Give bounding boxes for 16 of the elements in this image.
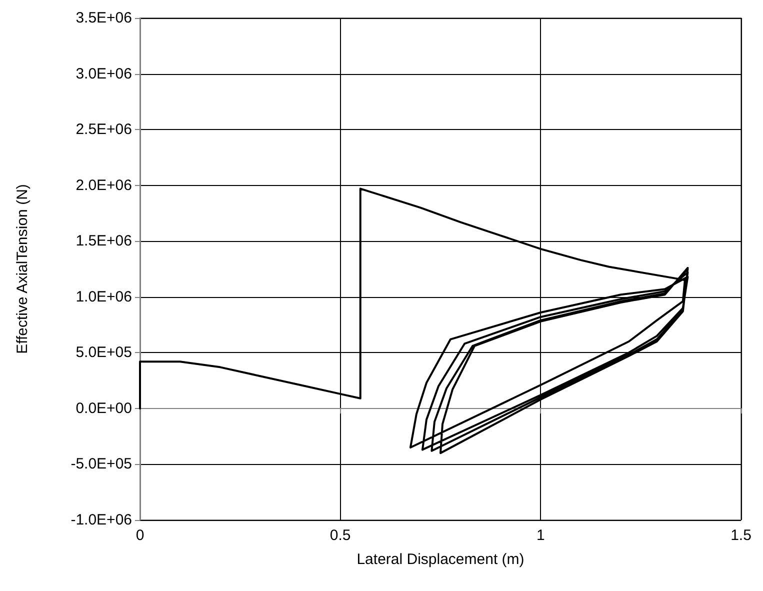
y-tick-label: 1.0E+06 — [76, 288, 132, 306]
y-tick-label: -1.0E+06 — [70, 512, 132, 528]
y-tick-label: 0.0E+00 — [76, 400, 132, 417]
y-tick-label: 3.0E+06 — [76, 65, 132, 82]
x-axis-title: Lateral Displacement (m) — [356, 551, 524, 568]
y-tick-label: -5.0E+05 — [70, 456, 132, 473]
y-tick-label: 2.5E+06 — [76, 121, 132, 138]
y-tick-label: 5.0E+05 — [76, 344, 132, 362]
y-axis-title: Effective AxialTension (N) — [14, 184, 31, 354]
x-tick-label: 0.5 — [330, 527, 351, 544]
x-tick-label: 0 — [136, 527, 144, 544]
y-tick-label: 1.5E+06 — [76, 232, 132, 250]
x-tick-label: 1.5 — [730, 527, 752, 544]
x-tick-label: 1 — [536, 527, 545, 544]
y-tick-label: 3.5E+06 — [76, 10, 132, 26]
y-tick-label: 2.0E+06 — [76, 176, 132, 194]
